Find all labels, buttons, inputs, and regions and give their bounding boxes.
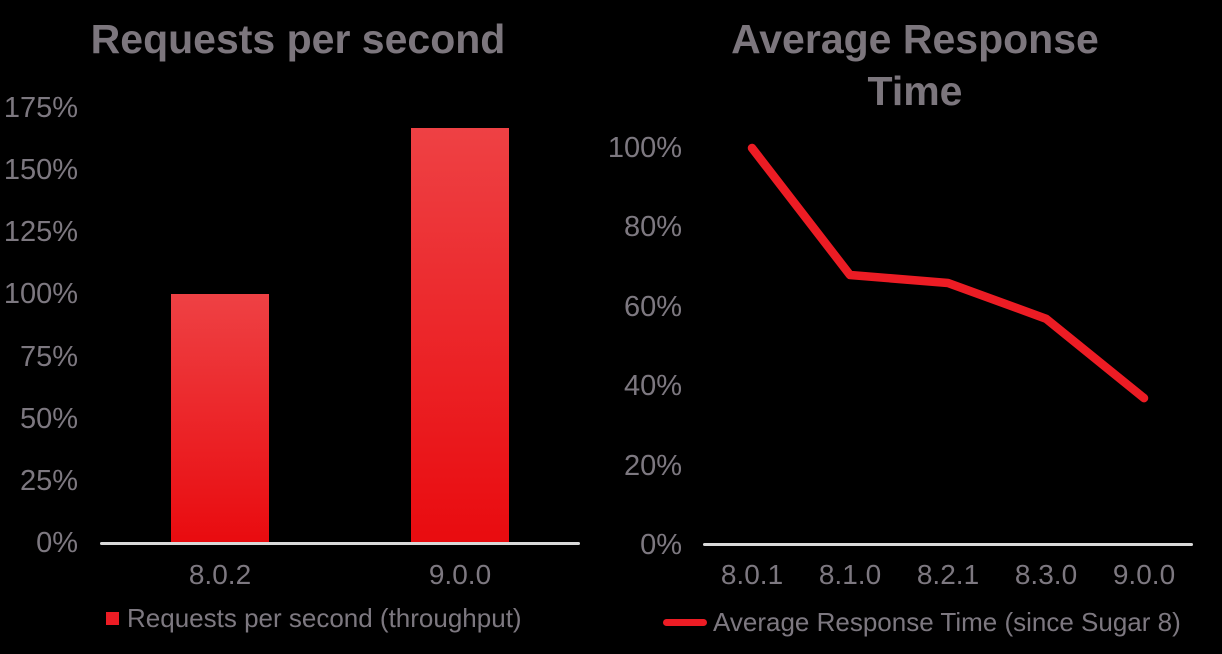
y-tick-label: 0% [36, 527, 78, 559]
y-tick-label: 175% [3, 92, 78, 124]
y-tick-label: 150% [3, 154, 78, 187]
line-chart-x-axis-line [703, 543, 1193, 546]
y-tick-label: 75% [19, 340, 78, 373]
bar-chart-title: Requests per second [90, 16, 506, 62]
bar-chart-x-axis-line [100, 542, 580, 545]
y-tick-label: 100% [3, 278, 78, 311]
y-tick-label: 60% [623, 290, 682, 323]
y-tick-label: 20% [623, 449, 682, 482]
x-category-label: 8.3.0 [1014, 559, 1078, 590]
y-tick-label: 25% [19, 464, 78, 497]
bar-legend-label: Requests per second (throughput) [127, 603, 522, 633]
line-chart-legend: Average Response Time (since Sugar 8) [663, 606, 1181, 638]
line-chart-y-axis: 100% 80% 60% 40% 20% 0% [590, 0, 682, 654]
x-category-label: 8.0.2 [188, 559, 252, 590]
y-tick-label: 100% [607, 132, 682, 164]
x-category-label: 8.1.0 [818, 559, 882, 590]
bar-chart-legend: Requests per second (throughput) [106, 602, 522, 634]
line-series-swatch-icon [663, 618, 707, 626]
line-chart-title: Average Response Time [731, 16, 1099, 114]
bar-9.0.0 [411, 127, 509, 543]
y-tick-label: 80% [623, 211, 682, 244]
line-chart-plot-area [747, 143, 1149, 403]
x-category-label: 8.0.1 [720, 559, 784, 590]
x-category-label: 8.2.1 [916, 559, 980, 590]
x-category-label: 9.0.0 [428, 559, 492, 590]
bar-8.0.2 [171, 294, 269, 543]
bar-series-swatch-icon [106, 611, 119, 625]
y-tick-label: 125% [3, 216, 78, 249]
y-tick-label: 50% [19, 402, 78, 435]
line-legend-label: Average Response Time (since Sugar 8) [713, 607, 1181, 637]
y-tick-label: 0% [640, 529, 682, 561]
y-tick-label: 40% [623, 370, 682, 403]
x-category-label: 9.0.0 [1112, 559, 1176, 590]
bar-chart-y-axis: 175% 150% 125% 100% 75% 50% 25% 0% [0, 0, 78, 654]
response-time-line [747, 143, 1149, 403]
